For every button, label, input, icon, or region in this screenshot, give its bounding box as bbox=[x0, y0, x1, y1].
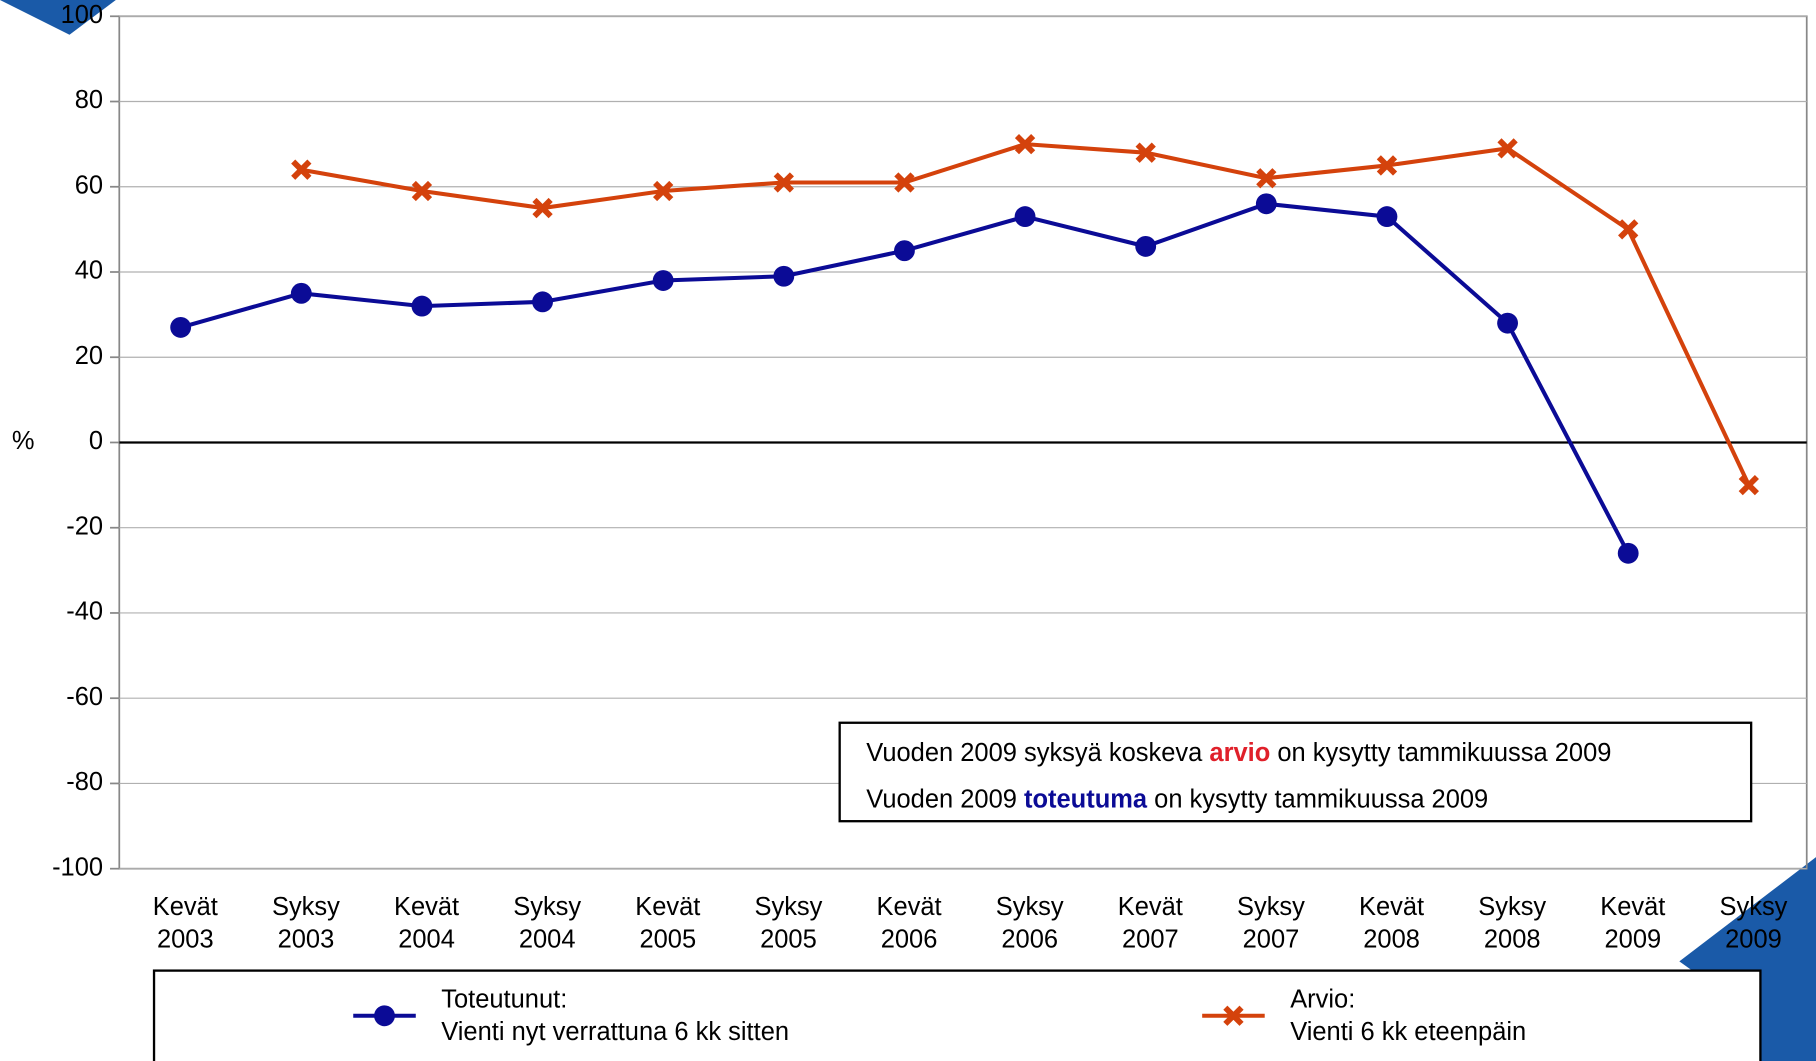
marker bbox=[1014, 206, 1036, 228]
marker bbox=[1223, 1005, 1244, 1026]
x-tick-label: Syksy 2008 bbox=[1478, 893, 1546, 953]
y-tick-label: 100 bbox=[61, 1, 103, 29]
marker bbox=[894, 172, 915, 193]
x-tick-label: Syksy 2004 bbox=[513, 893, 581, 953]
marker bbox=[170, 316, 192, 338]
annotation-part: Vuoden 2009 bbox=[866, 785, 1024, 813]
x-tick-label: Syksy 2009 bbox=[1719, 893, 1787, 953]
annotation-part: toteutuma bbox=[1024, 785, 1148, 813]
y-tick-label: -20 bbox=[66, 512, 103, 540]
marker bbox=[291, 159, 312, 180]
marker bbox=[290, 282, 312, 304]
marker bbox=[532, 291, 553, 313]
marker bbox=[1497, 138, 1518, 159]
marker bbox=[1376, 206, 1398, 228]
marker bbox=[1497, 312, 1518, 334]
x-tick-label: Syksy 2005 bbox=[754, 893, 822, 953]
y-tick-label: 20 bbox=[75, 342, 103, 370]
legend-label: Toteutunut: Vienti nyt verrattuna 6 kk si… bbox=[441, 986, 789, 1046]
series-line bbox=[300, 142, 1751, 486]
marker bbox=[773, 265, 795, 287]
x-tick-label: Kevät 2006 bbox=[876, 893, 941, 953]
x-tick-label: Kevät 2007 bbox=[1118, 893, 1183, 953]
x-tick-label: Kevät 2005 bbox=[635, 893, 700, 953]
y-tick-label: -40 bbox=[66, 598, 103, 626]
marker bbox=[1014, 133, 1036, 155]
marker bbox=[1376, 155, 1398, 176]
x-tick-label: Syksy 2006 bbox=[996, 893, 1064, 953]
y-tick-label: 40 bbox=[75, 257, 103, 285]
annotation-part: Vuoden 2009 syksyä koskeva bbox=[866, 739, 1209, 767]
y-tick-label: -100 bbox=[52, 853, 103, 881]
legend-label: Arvio: Vienti 6 kk eteenpäin bbox=[1290, 986, 1526, 1046]
marker bbox=[773, 172, 794, 193]
annotation: Vuoden 2009 syksyä koskeva arvio on kysy… bbox=[838, 721, 1753, 823]
corner-decoration bbox=[0, 0, 116, 35]
annotation-box bbox=[838, 721, 1753, 823]
marker bbox=[1135, 142, 1156, 163]
marker bbox=[1617, 542, 1639, 564]
x-tick-label: Syksy 2003 bbox=[272, 893, 340, 953]
y-tick-label: 0 bbox=[89, 427, 103, 455]
x-tick-label: Kevät 2008 bbox=[1359, 893, 1424, 953]
y-tick-label: 80 bbox=[75, 86, 103, 114]
corner-decoration bbox=[1679, 857, 1816, 1061]
annotation-part: arvio bbox=[1209, 739, 1270, 767]
annotation-part: on kysytty tammikuussa 2009 bbox=[1270, 739, 1611, 767]
y-axis-label: % bbox=[12, 427, 35, 455]
legend-box bbox=[152, 969, 1762, 1061]
annotation-part: on kysytty tammikuussa 2009 bbox=[1147, 785, 1488, 813]
marker bbox=[1135, 236, 1157, 257]
marker bbox=[652, 270, 674, 291]
marker bbox=[1256, 168, 1277, 189]
y-tick-label: 60 bbox=[75, 171, 103, 199]
marker bbox=[1255, 193, 1277, 215]
marker bbox=[1738, 474, 1759, 496]
marker bbox=[894, 240, 915, 262]
y-tick-label: -60 bbox=[66, 683, 103, 711]
x-tick-label: Kevät 2009 bbox=[1600, 893, 1665, 953]
annotation-text: Vuoden 2009 toteutuma on kysytty tammiku… bbox=[866, 785, 1488, 813]
x-tick-label: Syksy 2007 bbox=[1237, 893, 1305, 953]
annotation-text: Vuoden 2009 syksyä koskeva arvio on kysy… bbox=[866, 739, 1611, 767]
marker bbox=[411, 295, 433, 317]
marker bbox=[1618, 219, 1639, 240]
marker bbox=[653, 180, 674, 202]
marker bbox=[532, 197, 553, 219]
marker bbox=[374, 1005, 395, 1027]
x-tick-label: Kevät 2004 bbox=[394, 893, 459, 953]
marker bbox=[411, 180, 433, 202]
y-tick-label: -80 bbox=[66, 768, 103, 796]
x-tick-label: Kevät 2003 bbox=[153, 893, 218, 953]
